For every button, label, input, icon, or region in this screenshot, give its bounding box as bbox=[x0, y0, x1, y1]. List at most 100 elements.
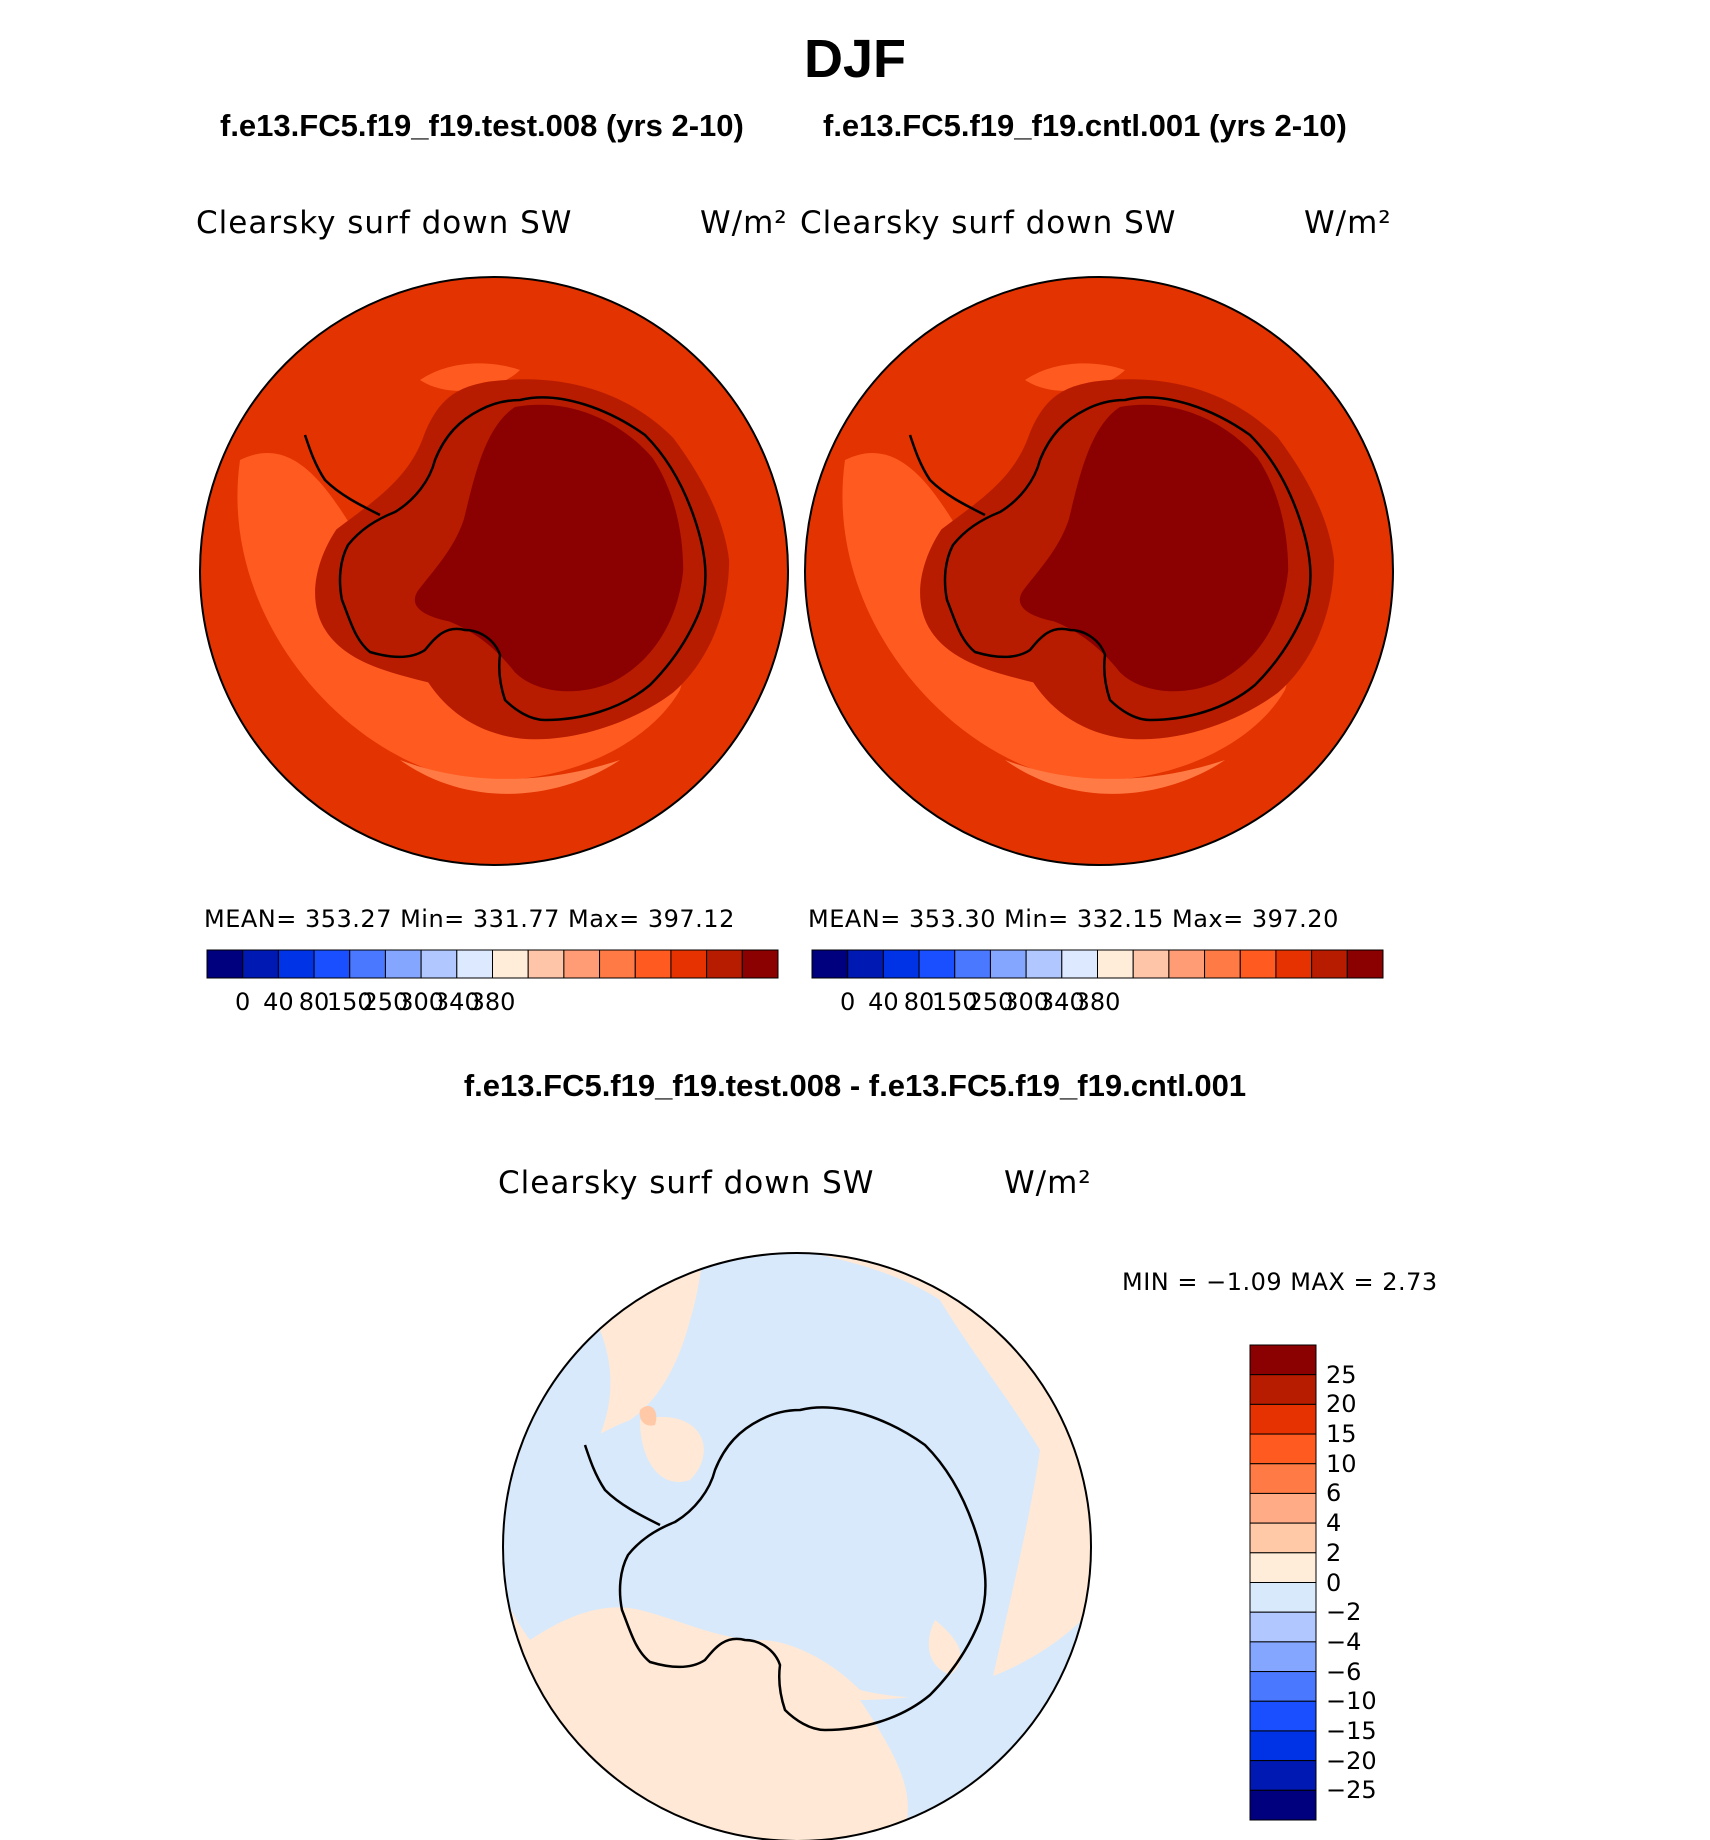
colorbar-tick-label: 6 bbox=[1326, 1479, 1342, 1508]
colorbar-swatch bbox=[420, 949, 458, 979]
colorbar-swatch bbox=[706, 949, 743, 979]
colorbar-swatch bbox=[277, 949, 315, 979]
colorbar-swatch bbox=[1249, 1611, 1317, 1643]
colorbar-swatch bbox=[847, 949, 884, 979]
colorbar-swatch bbox=[527, 949, 565, 979]
map-right bbox=[805, 277, 1393, 865]
colorbar-swatch bbox=[1249, 1700, 1317, 1732]
colorbar-tick-label: 0 bbox=[840, 988, 856, 1016]
colorbar-swatch bbox=[634, 949, 672, 979]
colorbar-tick-label: 300 bbox=[398, 988, 445, 1016]
difference-variable: Clearsky surf down SW bbox=[498, 1165, 875, 1201]
colorbar-swatch bbox=[1025, 949, 1063, 979]
colorbar-swatch bbox=[1061, 949, 1098, 979]
colorbar-tick-label: 150 bbox=[326, 988, 373, 1016]
colorbar-tick-label: 250 bbox=[967, 988, 1014, 1016]
colorbar-swatch bbox=[811, 949, 849, 979]
colorbar-tick-label: −15 bbox=[1326, 1716, 1377, 1745]
colorbar-tick-label: −4 bbox=[1326, 1627, 1362, 1656]
colorbar-swatch bbox=[989, 949, 1027, 979]
colorbar-tick-label: 10 bbox=[1326, 1449, 1357, 1478]
panel-right-case-title: f.e13.FC5.f19_f19.cntl.001 (yrs 2-10) bbox=[823, 108, 1347, 143]
colorbar-swatch bbox=[1249, 1492, 1317, 1524]
difference-title: f.e13.FC5.f19_f19.test.008 - f.e13.FC5.f… bbox=[463, 1068, 1247, 1103]
colorbar-swatch bbox=[1239, 949, 1277, 979]
colorbar-tick-label: 0 bbox=[235, 988, 251, 1016]
colorbar-tick-label: 340 bbox=[1038, 988, 1085, 1016]
colorbar-swatch bbox=[563, 949, 601, 979]
colorbar-tick-label: 340 bbox=[433, 988, 480, 1016]
map-right-border bbox=[804, 276, 1394, 866]
colorbar-tick-label: 20 bbox=[1326, 1390, 1357, 1419]
map-left bbox=[200, 277, 788, 865]
colorbar-tick-label: −25 bbox=[1326, 1776, 1377, 1805]
colorbar-swatch bbox=[1311, 949, 1348, 979]
colorbar-swatch bbox=[741, 949, 779, 979]
colorbar-swatch bbox=[242, 949, 279, 979]
colorbar-tick-label: 380 bbox=[469, 988, 516, 1016]
colorbar-swatch bbox=[1249, 1641, 1317, 1673]
colorbar-swatch bbox=[456, 949, 493, 979]
colorbar-tick-label: −20 bbox=[1326, 1746, 1377, 1775]
colorbar-swatch bbox=[670, 949, 708, 979]
colorbar-tick-label: 80 bbox=[903, 988, 935, 1016]
panel-left-units: W/m² bbox=[700, 205, 788, 241]
colorbar-swatch bbox=[599, 949, 636, 979]
colorbar-swatch bbox=[1132, 949, 1170, 979]
colorbar-difference bbox=[1249, 1344, 1317, 1821]
panel-left-stats: MEAN= 353.27 Min= 331.77 Max= 397.12 bbox=[204, 905, 735, 933]
colorbar-swatch bbox=[1249, 1789, 1317, 1821]
colorbar-swatch bbox=[1204, 949, 1241, 979]
colorbar-swatch bbox=[1249, 1344, 1317, 1376]
colorbar-tick-label: 25 bbox=[1326, 1360, 1357, 1389]
colorbar-tick-label: 40 bbox=[868, 988, 899, 1016]
colorbar-swatch bbox=[349, 949, 386, 979]
colorbar-tick-label: 150 bbox=[931, 988, 978, 1016]
colorbar-swatch bbox=[1249, 1403, 1317, 1435]
colorbar-swatch bbox=[1097, 949, 1134, 979]
difference-units: W/m² bbox=[1004, 1165, 1092, 1201]
colorbar-left bbox=[206, 949, 779, 979]
panel-right-variable: Clearsky surf down SW bbox=[800, 205, 1177, 241]
map-difference-border bbox=[502, 1252, 1092, 1840]
colorbar-swatch bbox=[1249, 1671, 1317, 1702]
colorbar-swatch bbox=[1168, 949, 1206, 979]
figure-title: DJF bbox=[803, 29, 906, 89]
colorbar-swatch bbox=[1249, 1374, 1317, 1405]
colorbar-swatch bbox=[1249, 1730, 1317, 1762]
panel-right-units: W/m² bbox=[1304, 205, 1392, 241]
colorbar-tick-label: 80 bbox=[298, 988, 330, 1016]
colorbar-swatch bbox=[1346, 949, 1384, 979]
colorbar-swatch bbox=[313, 949, 351, 979]
colorbar-tick-label: 15 bbox=[1326, 1420, 1357, 1449]
panel-left-case-title: f.e13.FC5.f19_f19.test.008 (yrs 2-10) bbox=[220, 108, 744, 143]
colorbar-swatch bbox=[1249, 1433, 1317, 1465]
colorbar-tick-label: 250 bbox=[362, 988, 409, 1016]
colorbar-tick-label: −10 bbox=[1326, 1687, 1377, 1716]
difference-minmax: MIN = −1.09 MAX = 2.73 bbox=[1122, 1268, 1438, 1296]
colorbar-tick-label: 300 bbox=[1003, 988, 1050, 1016]
map-left-border bbox=[199, 276, 789, 866]
colorbar-swatch bbox=[492, 949, 529, 979]
panel-right-stats: MEAN= 353.30 Min= 332.15 Max= 397.20 bbox=[808, 905, 1339, 933]
colorbar-swatch bbox=[1249, 1552, 1317, 1583]
colorbar-tick-label: 2 bbox=[1326, 1538, 1342, 1567]
colorbar-tick-label: 40 bbox=[263, 988, 294, 1016]
colorbar-swatch bbox=[206, 949, 244, 979]
map-difference bbox=[503, 1253, 1091, 1840]
colorbar-swatch bbox=[1249, 1582, 1317, 1613]
panel-left-variable: Clearsky surf down SW bbox=[196, 205, 573, 241]
colorbar-tick-label: 0 bbox=[1326, 1568, 1342, 1597]
colorbar-tick-label: 4 bbox=[1326, 1509, 1342, 1538]
colorbar-right bbox=[811, 949, 1384, 979]
colorbar-tick-label: 380 bbox=[1074, 988, 1121, 1016]
colorbar-swatch bbox=[1249, 1760, 1317, 1791]
colorbar-swatch bbox=[882, 949, 920, 979]
colorbar-tick-label: −2 bbox=[1326, 1598, 1362, 1627]
colorbar-tick-label: −6 bbox=[1326, 1657, 1362, 1686]
colorbar-swatch bbox=[918, 949, 956, 979]
colorbar-swatch bbox=[384, 949, 422, 979]
colorbar-swatch bbox=[954, 949, 991, 979]
colorbar-swatch bbox=[1249, 1522, 1317, 1554]
colorbar-swatch bbox=[1275, 949, 1313, 979]
